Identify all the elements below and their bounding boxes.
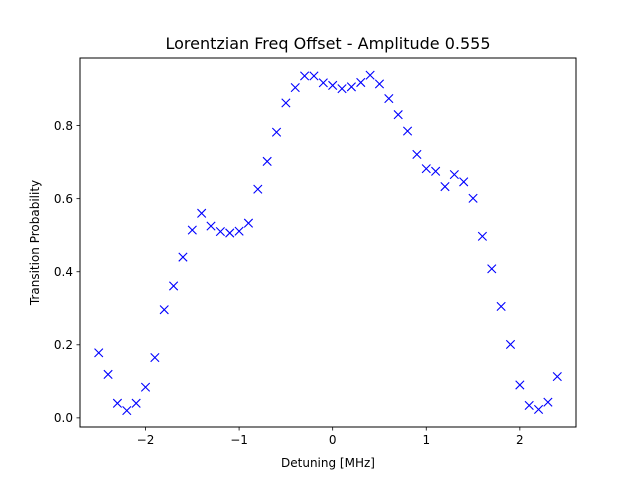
chart-title: Lorentzian Freq Offset - Amplitude 0.555 bbox=[165, 34, 490, 53]
data-point bbox=[271, 127, 282, 137]
data-point bbox=[505, 339, 516, 350]
data-point bbox=[281, 98, 291, 108]
x-tick-label: 2 bbox=[516, 433, 524, 447]
data-point bbox=[477, 231, 488, 241]
y-tick-label: 0.4 bbox=[54, 265, 73, 279]
data-point bbox=[496, 301, 506, 312]
data-point bbox=[94, 348, 104, 358]
y-tick-label: 0.6 bbox=[54, 192, 73, 206]
x-tick-label: 1 bbox=[422, 433, 430, 447]
data-point bbox=[552, 371, 562, 382]
data-point bbox=[533, 404, 544, 415]
x-axis-label: Detuning [MHz] bbox=[281, 456, 375, 470]
data-point bbox=[374, 79, 385, 89]
data-point bbox=[197, 208, 207, 218]
data-point bbox=[543, 397, 553, 407]
y-tick-label: 0.8 bbox=[54, 119, 73, 133]
data-point bbox=[290, 83, 300, 93]
data-point bbox=[393, 110, 403, 120]
data-point bbox=[150, 352, 160, 363]
data-point bbox=[178, 252, 188, 262]
y-tick-label: 0.0 bbox=[54, 411, 73, 425]
plot-frame bbox=[79, 57, 577, 428]
x-tick-label: −1 bbox=[230, 433, 248, 447]
data-point bbox=[187, 225, 197, 235]
data-point bbox=[225, 228, 235, 238]
x-tick-label: −2 bbox=[137, 433, 155, 447]
data-point bbox=[365, 70, 375, 80]
data-point bbox=[253, 184, 263, 194]
data-point bbox=[468, 193, 478, 203]
data-point bbox=[346, 82, 356, 92]
data-point bbox=[168, 281, 179, 291]
data-point bbox=[337, 84, 347, 94]
data-points bbox=[94, 70, 562, 416]
data-point bbox=[122, 405, 132, 416]
data-point bbox=[243, 218, 254, 228]
data-point bbox=[318, 78, 328, 88]
data-point bbox=[402, 126, 413, 136]
data-point bbox=[356, 77, 366, 88]
data-point bbox=[131, 398, 141, 408]
y-tick-label: 0.2 bbox=[54, 338, 73, 352]
data-point bbox=[328, 80, 338, 90]
data-point bbox=[103, 369, 113, 379]
data-point bbox=[449, 169, 459, 180]
data-point bbox=[440, 182, 450, 192]
data-point bbox=[262, 156, 272, 166]
data-point bbox=[421, 164, 431, 174]
x-tick-label: 0 bbox=[329, 433, 337, 447]
data-point bbox=[431, 166, 441, 176]
data-point bbox=[487, 264, 497, 274]
x-axis-ticks: −2 −1 0 1 2 bbox=[137, 427, 524, 447]
data-point bbox=[159, 305, 169, 315]
data-point bbox=[234, 226, 244, 236]
data-point bbox=[140, 382, 151, 392]
data-point bbox=[524, 400, 534, 411]
y-axis-ticks: 0.0 0.2 0.4 0.6 0.8 bbox=[54, 119, 80, 425]
data-point bbox=[412, 149, 422, 160]
data-point bbox=[215, 226, 225, 237]
data-point bbox=[459, 177, 469, 187]
data-point bbox=[309, 71, 319, 81]
data-point bbox=[112, 398, 123, 408]
data-point bbox=[300, 71, 310, 81]
data-point bbox=[384, 93, 394, 104]
data-point bbox=[206, 221, 216, 231]
y-axis-label: Transition Probability bbox=[28, 180, 42, 306]
data-point bbox=[515, 380, 525, 390]
